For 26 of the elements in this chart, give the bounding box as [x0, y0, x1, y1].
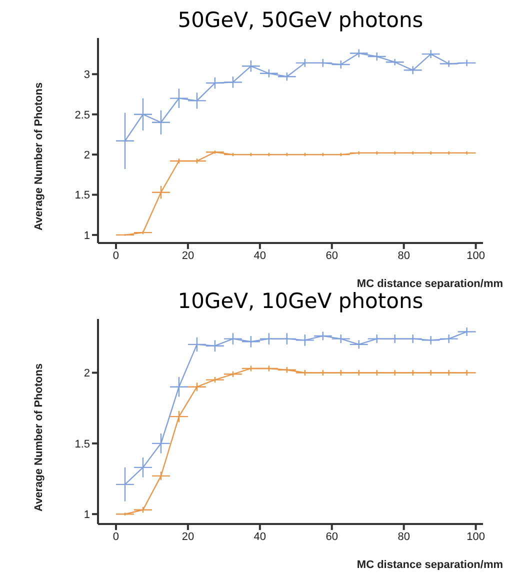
x-tick-label: 0	[112, 530, 120, 543]
x-tick-label: 80	[398, 530, 410, 543]
x-axis-title: MC distance separation/mm	[356, 278, 504, 290]
chart-title: 50GeV, 50GeV photons	[176, 8, 424, 34]
y-tick-label: 2	[84, 149, 90, 162]
x-tick-label: 20	[182, 250, 194, 262]
y-tick-label: 1	[84, 230, 90, 242]
y-tick-label: 1.5	[74, 438, 90, 450]
y-tick-label: 1.5	[74, 190, 90, 202]
y-tick-label: 1	[84, 509, 90, 522]
x-tick-label: 20	[182, 530, 194, 543]
x-tick-label: 100	[466, 530, 485, 543]
y-tick-label: 2.5	[74, 109, 90, 122]
x-axis-title: MC distance separation/mm	[356, 559, 504, 571]
x-tick-label: 40	[254, 250, 266, 262]
chart-title: 10GeV, 10GeV photons	[176, 289, 424, 315]
y-tick-label: 3	[84, 69, 90, 82]
x-tick-label: 80	[398, 250, 410, 262]
y-tick-label: 2	[84, 368, 90, 380]
y-axis-title: Average Number of Photons	[32, 82, 45, 230]
x-tick-label: 0	[112, 250, 120, 262]
x-tick-label: 60	[326, 250, 338, 262]
y-axis-title: Average Number of Photons	[32, 363, 45, 512]
x-tick-label: 100	[466, 250, 485, 262]
x-tick-label: 40	[254, 530, 266, 543]
x-tick-label: 60	[326, 530, 338, 543]
